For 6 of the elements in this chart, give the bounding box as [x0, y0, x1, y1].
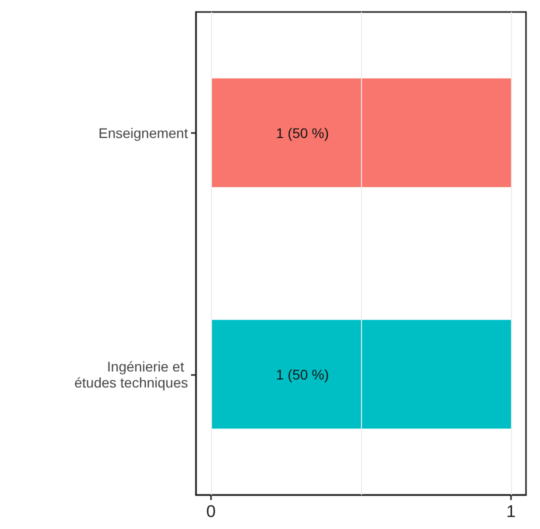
- data-label: 1 (50 %): [276, 124, 329, 141]
- y-tick-label: Enseignement: [98, 124, 188, 141]
- x-tick-label: 1: [506, 502, 516, 521]
- y-tick-label: Ingénierie et études techniques: [74, 358, 188, 390]
- x-tick-label: 0: [206, 502, 216, 521]
- data-label: 1 (50 %): [276, 366, 329, 382]
